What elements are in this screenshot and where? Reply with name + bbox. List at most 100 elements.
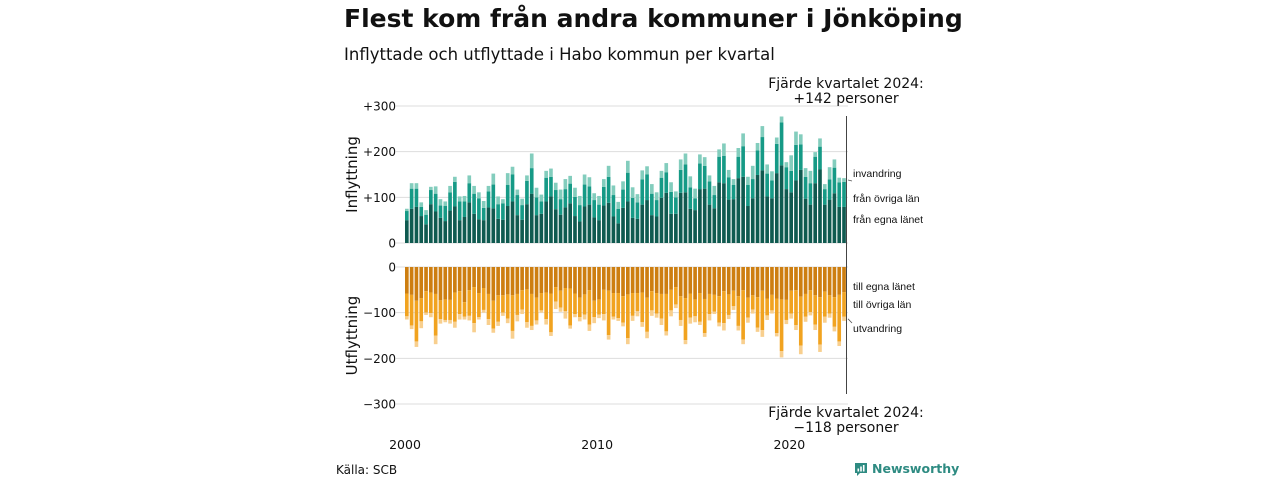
bar-out-s0-q40 xyxy=(597,267,601,300)
bar-in-s2-q68 xyxy=(731,179,736,186)
bar-in-s1-q65 xyxy=(717,156,721,183)
bar-out-s1-q68 xyxy=(731,290,736,307)
bar-out-s1-q47 xyxy=(630,293,635,316)
bar-in-s2-q33 xyxy=(563,179,568,190)
bar-in-s0-q28 xyxy=(539,213,544,243)
bar-in-s1-q29 xyxy=(544,177,548,202)
bar-out-s0-q72 xyxy=(750,267,755,296)
bar-in-s2-q63 xyxy=(707,175,712,182)
bar-out-s0-q46 xyxy=(626,267,630,295)
bar-in-s1-q75 xyxy=(765,173,769,197)
bar-in-s0-q42 xyxy=(606,202,611,243)
bar-in-s1-q82 xyxy=(798,144,803,170)
y-axis-label-in: Inflyttning xyxy=(343,136,361,213)
bar-out-s1-q2 xyxy=(414,300,419,342)
series-label-out-1: till övriga län xyxy=(853,299,912,311)
bar-in-s0-q29 xyxy=(544,201,548,243)
bar-out-s0-q86 xyxy=(818,267,822,298)
bar-in-s1-q7 xyxy=(438,205,443,218)
bar-in-s1-q11 xyxy=(457,201,462,221)
bar-out-s0-q13 xyxy=(467,267,472,291)
bar-in-s0-q81 xyxy=(794,180,798,243)
bar-out-s0-q79 xyxy=(784,267,789,300)
bar-in-s2-q44 xyxy=(616,201,621,209)
bar-in-s1-q43 xyxy=(611,195,616,217)
bar-in-s0-q85 xyxy=(813,183,818,243)
bar-in-s1-q51 xyxy=(650,193,654,216)
bar-in-s2-q80 xyxy=(789,155,793,171)
series-label-out-2: utvandring xyxy=(853,323,902,335)
bar-out-s2-q85 xyxy=(813,324,818,331)
bar-out-s1-q66 xyxy=(722,291,726,324)
bar-in-s1-q44 xyxy=(616,208,621,224)
bar-in-s0-q23 xyxy=(515,215,520,243)
bar-out-s0-q33 xyxy=(563,267,568,289)
bar-in-s2-q52 xyxy=(654,192,659,201)
bar-in-s0-q24 xyxy=(520,219,524,243)
bar-in-s2-q35 xyxy=(573,187,577,197)
bar-out-s1-q19 xyxy=(496,295,500,322)
bar-out-s1-q15 xyxy=(477,293,481,318)
bar-out-s0-q69 xyxy=(736,267,741,297)
bar-in-s1-q23 xyxy=(515,195,520,216)
tick-label-out-3: −300 xyxy=(363,398,396,412)
bar-in-s1-q14 xyxy=(472,193,476,214)
bar-out-s0-q31 xyxy=(553,267,558,288)
bar-in-s1-q49 xyxy=(640,179,645,205)
bar-out-s1-q81 xyxy=(794,290,798,325)
bar-in-s1-q72 xyxy=(750,179,755,199)
bar-in-s1-q28 xyxy=(539,201,544,214)
bar-in-s2-q58 xyxy=(683,153,688,165)
bar-out-s2-q83 xyxy=(803,316,808,322)
bar-in-s2-q7 xyxy=(438,199,443,206)
bar-out-s2-q91 xyxy=(842,316,846,321)
bar-in-s0-q45 xyxy=(621,207,625,243)
bar-out-s1-q84 xyxy=(808,290,813,313)
bar-in-s2-q89 xyxy=(832,159,837,168)
bar-in-s2-q26 xyxy=(529,153,534,169)
bar-in-s0-q35 xyxy=(573,216,577,243)
bar-in-s0-q37 xyxy=(582,206,587,243)
bar-out-s0-q47 xyxy=(630,267,635,294)
bar-in-s2-q74 xyxy=(760,126,765,138)
leader-line-out xyxy=(847,318,853,324)
bar-out-s1-q35 xyxy=(573,293,577,315)
bar-out-s0-q27 xyxy=(534,267,539,298)
bar-in-s0-q87 xyxy=(822,204,827,243)
bar-out-s2-q57 xyxy=(678,319,683,326)
bar-out-s2-q71 xyxy=(746,317,750,323)
bar-out-s1-q9 xyxy=(448,299,452,320)
bar-in-s2-q76 xyxy=(770,171,774,181)
bar-out-s0-q32 xyxy=(558,267,563,291)
bar-out-s1-q76 xyxy=(770,294,774,311)
bar-in-s0-q21 xyxy=(505,206,510,243)
bar-in-s0-q40 xyxy=(597,220,601,243)
bar-out-s1-q75 xyxy=(765,298,769,316)
bar-out-s0-q51 xyxy=(650,267,654,292)
bar-in-s2-q61 xyxy=(698,154,702,164)
bar-in-s0-q91 xyxy=(842,206,846,243)
bar-in-s1-q12 xyxy=(462,201,467,217)
bar-in-s0-q74 xyxy=(760,170,765,243)
bar-out-s0-q19 xyxy=(496,267,500,296)
bar-in-s1-q89 xyxy=(832,167,837,194)
bar-out-s1-q24 xyxy=(520,290,524,310)
bar-in-s2-q60 xyxy=(693,188,697,199)
bar-out-s1-q59 xyxy=(688,293,693,318)
bar-out-s1-q58 xyxy=(683,298,688,341)
bar-out-s1-q71 xyxy=(746,297,750,318)
bar-out-s1-q39 xyxy=(592,300,597,318)
bar-out-s0-q60 xyxy=(693,267,697,300)
bar-in-s2-q5 xyxy=(429,186,433,191)
bar-out-s1-q90 xyxy=(837,294,842,342)
bar-out-s2-q13 xyxy=(467,315,472,321)
bar-out-s0-q26 xyxy=(529,267,534,294)
bar-out-s2-q10 xyxy=(453,321,457,328)
x-tick-label-2: 2020 xyxy=(773,437,805,452)
bar-out-s1-q23 xyxy=(515,293,520,315)
bar-in-s1-q33 xyxy=(563,189,568,208)
bar-out-s0-q45 xyxy=(621,267,625,297)
bar-in-s2-q71 xyxy=(746,176,750,185)
bar-in-s0-q19 xyxy=(496,218,500,243)
bar-out-s2-q64 xyxy=(712,311,717,315)
